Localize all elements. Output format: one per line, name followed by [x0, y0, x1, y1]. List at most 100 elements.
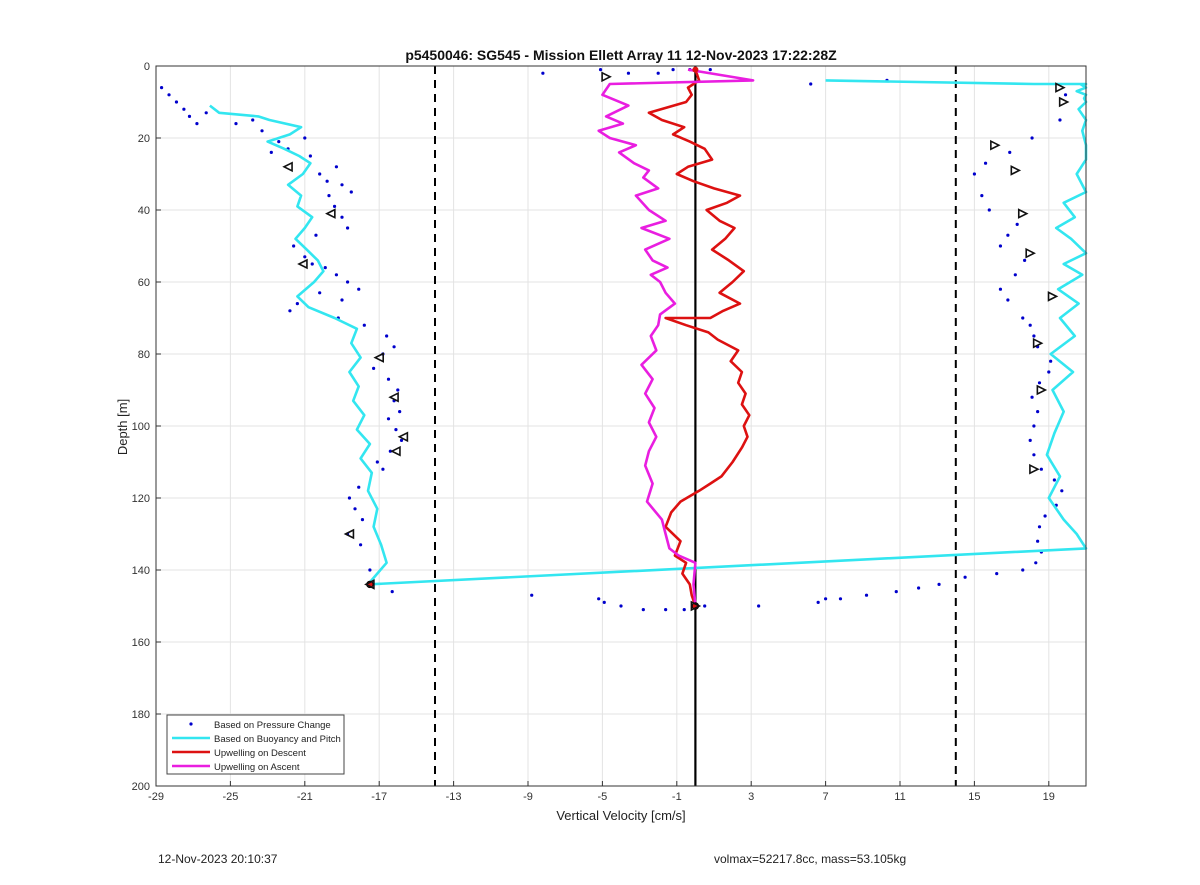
pressure-change-point	[809, 82, 813, 86]
triangle-marker	[397, 431, 409, 443]
pressure-change-point	[998, 244, 1003, 248]
pressure-change-point	[703, 604, 707, 608]
pressure-change-point	[619, 604, 623, 608]
pressure-change-point	[894, 590, 898, 594]
pressure-change-point	[824, 597, 828, 601]
y-tick-label: 160	[132, 637, 150, 649]
triangle-marker	[1058, 96, 1070, 108]
pressure-change-point	[318, 172, 322, 176]
axes: -29 -25 -21 -17 -13 -9 -5 -1 3 7 11 15 1902040608010…	[132, 61, 1087, 803]
triangle-marker	[1055, 82, 1066, 93]
y-tick-label: 180	[132, 709, 150, 721]
pressure-change-point	[340, 298, 344, 302]
triangle-marker	[297, 258, 308, 270]
x-tick-label: -1	[672, 791, 682, 803]
pressure-change-point	[995, 572, 999, 576]
y-tick-label: 60	[138, 277, 150, 289]
y-tick-label: 80	[138, 349, 150, 361]
pressure-change-point	[327, 194, 331, 198]
pressure-change-point	[1030, 395, 1034, 399]
triangle-marker	[990, 139, 1001, 151]
pressure-change-point	[234, 122, 238, 126]
triangle-marker	[1032, 337, 1044, 349]
pressure-change-point	[1047, 370, 1051, 374]
pressure-change-point	[345, 280, 350, 284]
pressure-change-point	[353, 507, 357, 511]
pressure-change-point	[292, 244, 296, 248]
pressure-change-point	[318, 291, 322, 295]
pressure-change-point	[357, 287, 361, 291]
triangle-marker	[325, 208, 336, 219]
y-tick-label: 100	[132, 421, 150, 433]
y-tick-label: 120	[132, 493, 150, 505]
pressure-change-point	[398, 410, 402, 414]
pressure-change-point	[1032, 424, 1036, 428]
pressure-change-point	[1039, 467, 1043, 471]
triangle-marker	[1025, 247, 1036, 259]
pressure-change-point	[359, 543, 363, 547]
pressure-change-point	[1032, 334, 1036, 338]
pressure-change-point	[917, 586, 921, 590]
pressure-change-point	[385, 334, 389, 338]
reference-lines	[434, 66, 957, 786]
chart-title: p5450046: SG545 - Mission Ellett Array 1…	[405, 47, 837, 63]
footer-timestamp: 12-Nov-2023 20:10:37	[158, 852, 278, 866]
triangle-marker	[390, 445, 401, 457]
pressure-change-point	[390, 590, 394, 594]
pressure-change-point	[1028, 438, 1032, 442]
pressure-change-point	[1060, 489, 1064, 493]
legend: Based on Pressure Change Based on Buoyan…	[166, 714, 345, 775]
series-upwelling-ascent-line	[597, 68, 755, 607]
pressure-change-point	[187, 114, 192, 118]
legend-label-descent: Upwelling on Descent	[214, 748, 306, 759]
series-buoyancy-pitch-line	[209, 79, 1088, 586]
legend-box	[166, 714, 345, 775]
triangle-marker	[1047, 291, 1059, 302]
pressure-change-point	[386, 377, 391, 381]
pressure-change-point	[987, 208, 991, 212]
pressure-change-point	[963, 575, 967, 579]
pressure-change-point	[345, 226, 350, 230]
x-tick-label: 7	[823, 791, 829, 803]
pressure-change-point	[598, 68, 603, 72]
legend-label-pressure: Based on Pressure Change	[214, 720, 331, 731]
triangle-marker	[1029, 463, 1040, 475]
pressure-change-point	[656, 71, 660, 75]
x-tick-label: 15	[968, 791, 980, 803]
pressure-change-point	[314, 233, 318, 237]
pressure-change-point	[530, 593, 534, 597]
pressure-change-point	[1023, 258, 1027, 262]
pressure-change-point	[396, 388, 400, 392]
pressure-change-point	[340, 215, 344, 219]
pressure-change-point	[368, 568, 372, 572]
pressure-change-point	[159, 86, 164, 90]
pressure-change-point	[334, 165, 339, 169]
pressure-change-point	[332, 204, 337, 208]
legend-item-ascent: Upwelling on Ascent	[172, 762, 300, 773]
pressure-change-point	[204, 111, 208, 115]
pressure-change-point	[375, 460, 379, 464]
series-layer	[159, 68, 1088, 612]
pressure-change-point	[664, 608, 668, 612]
triangle-markers	[282, 66, 1070, 612]
x-tick-label: 11	[894, 791, 905, 803]
pressure-change-point	[1021, 316, 1025, 320]
series-upwelling-descent-line	[647, 69, 751, 607]
pressure-change-point	[347, 496, 352, 500]
legend-item-pressure: Based on Pressure Change	[189, 720, 331, 731]
y-tick-label: 20	[138, 133, 150, 145]
x-tick-label: 19	[1043, 791, 1055, 803]
pressure-change-point	[937, 582, 941, 587]
pressure-change-point	[399, 438, 404, 442]
pressure-change-point	[1015, 222, 1019, 226]
pressure-change-point	[360, 518, 365, 522]
x-tick-label: -25	[222, 791, 238, 803]
x-tick-label: -5	[598, 791, 608, 803]
pressure-change-point	[602, 600, 606, 605]
pressure-change-point	[1037, 525, 1042, 529]
pressure-change-point	[641, 608, 645, 612]
y-tick-label: 40	[138, 205, 150, 217]
pressure-change-point	[1030, 136, 1034, 140]
pressure-change-point	[394, 428, 398, 432]
